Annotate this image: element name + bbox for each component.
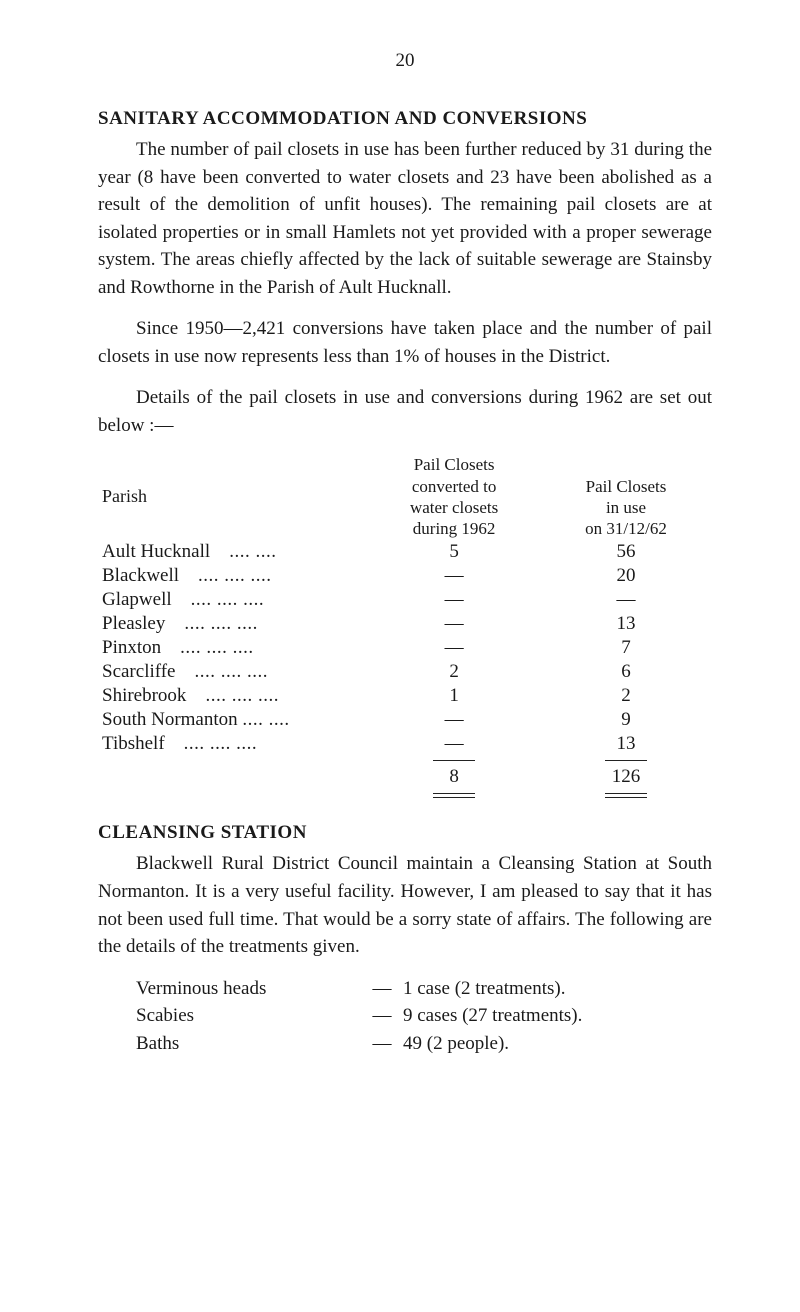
leader-dots: .... .... .... (184, 613, 258, 634)
table-row: Glapwell .... .... .... — — (98, 588, 712, 612)
treatment-label: Verminous heads (98, 975, 361, 1003)
cell-conv: — (368, 732, 540, 756)
closets-table: Parish Pail Closets converted to water c… (98, 453, 712, 802)
treatment-value: 1 case (2 treatments). (403, 975, 712, 1003)
leader-dots: .... .... (242, 709, 289, 730)
th-inuse: Pail Closets in use on 31/12/62 (540, 453, 712, 540)
th-parish: Parish (98, 453, 368, 540)
treatment-dash: — (361, 975, 403, 1003)
cell-conv: — (368, 636, 540, 660)
parish-name: Pleasley (102, 613, 165, 634)
table-total-row: 8 126 (98, 765, 712, 789)
table-row: Pleasley .... .... .... — 13 (98, 612, 712, 636)
cell-inuse: — (540, 588, 712, 612)
th-inuse-l2: in use (606, 498, 646, 517)
parish-name: Scarcliffe (102, 661, 176, 682)
treatment-dash: — (361, 1030, 403, 1058)
th-conv-l1: Pail Closets (414, 455, 495, 474)
rule-row-top (98, 756, 712, 765)
th-conv-l2: converted to (412, 477, 497, 496)
treatment-dash: — (361, 1002, 403, 1030)
leader-dots: .... .... .... (184, 733, 258, 754)
parish-name: Glapwell (102, 589, 172, 610)
leader-dots: .... .... (229, 541, 276, 562)
treatment-label: Scabies (98, 1002, 361, 1030)
cell-conv: 5 (368, 540, 540, 564)
section1-para1: The number of pail closets in use has be… (98, 136, 712, 301)
parish-name: South Normanton (102, 709, 238, 730)
section1-para2-text: Since 1950—2,421 conversions have taken … (98, 318, 712, 367)
section1-para2: Since 1950—2,421 conversions have taken … (98, 315, 712, 370)
document-page: 20 SANITARY ACCOMMODATION AND CONVERSION… (0, 0, 800, 1312)
cell-inuse: 7 (540, 636, 712, 660)
double-rule (433, 793, 475, 798)
treatment-value: 9 cases (27 treatments). (403, 1002, 712, 1030)
treatment-row: Scabies — 9 cases (27 treatments). (98, 1002, 712, 1030)
section2-heading: CLEANSING STATION (98, 822, 712, 844)
th-converted: Pail Closets converted to water closets … (368, 453, 540, 540)
table-row: South Normanton .... .... — 9 (98, 708, 712, 732)
parish-name: Blackwell (102, 565, 179, 586)
cell-conv: 2 (368, 660, 540, 684)
mini-rule (605, 760, 647, 761)
cell-inuse: 13 (540, 732, 712, 756)
page-number: 20 (98, 50, 712, 72)
parish-name: Pinxton (102, 637, 161, 658)
parish-name: Tibshelf (102, 733, 165, 754)
section2-para1: Blackwell Rural District Council maintai… (98, 850, 712, 960)
table-row: Tibshelf .... .... .... — 13 (98, 732, 712, 756)
cell-inuse: 9 (540, 708, 712, 732)
cell-inuse: 56 (540, 540, 712, 564)
cell-conv: — (368, 708, 540, 732)
treatment-value: 49 (2 people). (403, 1030, 712, 1058)
cell-inuse: 13 (540, 612, 712, 636)
table-row: Scarcliffe .... .... .... 2 6 (98, 660, 712, 684)
cell-conv: — (368, 612, 540, 636)
cell-inuse: 6 (540, 660, 712, 684)
section1-para3-text: Details of the pail closets in use and c… (98, 387, 712, 436)
cell-conv: — (368, 588, 540, 612)
leader-dots: .... .... .... (195, 661, 269, 682)
rule-row-bottom (98, 789, 712, 802)
th-inuse-l3: on 31/12/62 (585, 519, 667, 538)
leader-dots: .... .... .... (180, 637, 254, 658)
table-row: Pinxton .... .... .... — 7 (98, 636, 712, 660)
parish-name: Shirebrook (102, 685, 186, 706)
treatment-row: Verminous heads — 1 case (2 treatments). (98, 975, 712, 1003)
parish-name: Ault Hucknall (102, 541, 210, 562)
leader-dots: .... .... .... (205, 685, 279, 706)
th-conv-l3: water closets (410, 498, 498, 517)
section2-para1-text: Blackwell Rural District Council maintai… (98, 853, 712, 957)
leader-dots: .... .... .... (191, 589, 265, 610)
mini-rule (433, 760, 475, 761)
treatment-row: Baths — 49 (2 people). (98, 1030, 712, 1058)
cell-conv: 1 (368, 684, 540, 708)
table-header-row: Parish Pail Closets converted to water c… (98, 453, 712, 540)
table-row: Blackwell .... .... .... — 20 (98, 564, 712, 588)
table-row: Shirebrook .... .... .... 1 2 (98, 684, 712, 708)
th-conv-l4: during 1962 (413, 519, 496, 538)
section1-para3: Details of the pail closets in use and c… (98, 384, 712, 439)
th-inuse-l1: Pail Closets (586, 477, 667, 496)
table-row: Ault Hucknall .... .... 5 56 (98, 540, 712, 564)
cell-inuse: 2 (540, 684, 712, 708)
total-inuse: 126 (540, 765, 712, 789)
cell-conv: — (368, 564, 540, 588)
double-rule (605, 793, 647, 798)
treatment-label: Baths (98, 1030, 361, 1058)
section1-heading: SANITARY ACCOMMODATION AND CONVERSIONS (98, 108, 712, 130)
section1-para1-text: The number of pail closets in use has be… (98, 139, 712, 298)
cell-inuse: 20 (540, 564, 712, 588)
total-conv: 8 (368, 765, 540, 789)
leader-dots: .... .... .... (198, 565, 272, 586)
